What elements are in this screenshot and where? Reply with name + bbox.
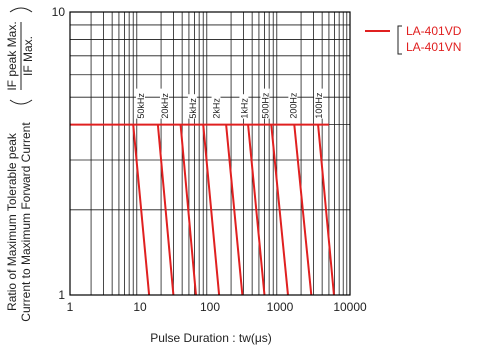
legend-item-la-401vd: LA-401VD [406, 24, 462, 38]
x-tick-label: 1 [67, 300, 74, 314]
grid [70, 12, 350, 295]
frequency-label-bg [136, 88, 145, 119]
frequency-label: 500Hz [260, 92, 270, 119]
series-curve-100hz [317, 124, 335, 296]
series-curve-200hz [293, 124, 313, 296]
x-tick-label: 10000 [333, 300, 367, 314]
series-curve-5khz [202, 124, 221, 296]
y-axis-label-line1: Ratio of Maximum Tolerable peak [5, 132, 19, 311]
frequency-label: 1kHz [239, 98, 249, 119]
y-axis-fraction-denominator: IF Max. [21, 36, 35, 76]
frequency-label-bg [260, 88, 270, 119]
tick-labels: 1 10 100 1000 10000 1 10 [52, 5, 367, 314]
series-curves [70, 123, 335, 296]
series-curve-50khz [132, 124, 151, 296]
frequency-label-bg [239, 94, 249, 119]
frequency-label: 100Hz [314, 92, 324, 119]
x-axis-label: Pulse Duration : tw(μs) [150, 331, 272, 345]
series-curve-1khz [247, 124, 266, 296]
legend-item-la-401vn: LA-401VN [406, 40, 461, 54]
frequency-label: 20kHz [160, 93, 170, 119]
series-curve-10khz [179, 124, 197, 296]
frequency-label: 5kHz [188, 98, 198, 119]
frequency-label-bg [159, 88, 169, 119]
legend: LA-401VD LA-401VN [365, 24, 462, 55]
frequency-label-bg [211, 94, 221, 119]
legend-bracket [397, 25, 402, 55]
plot-frame [69, 11, 351, 296]
y-axis-paren-close [9, 7, 33, 13]
frequency-label-bg [314, 88, 324, 119]
frequency-label: 50kHz [136, 93, 146, 119]
frequency-label-bg [187, 94, 197, 119]
series-curve-2khz [225, 124, 244, 296]
y-axis-label-line2: Current to Maximum Forward Current [19, 122, 33, 322]
y-axis-fraction-numerator: IF peak Max. [5, 21, 19, 90]
x-tick-label: 1000 [267, 300, 294, 314]
x-tick-label: 10 [133, 300, 147, 314]
frequency-labels: 50kHz 20kHz 5kHz 2kHz 1kHz 500Hz 200Hz 100Hz [136, 88, 324, 119]
frequency-label-bg [288, 88, 298, 119]
y-tick-label: 10 [52, 5, 66, 19]
y-axis-paren-open [9, 99, 33, 105]
frequency-label: 200Hz [288, 92, 298, 119]
x-tick-label: 100 [200, 300, 220, 314]
frequency-label: 2kHz [212, 98, 222, 119]
y-tick-label: 1 [58, 288, 65, 302]
y-axis-label-group: Ratio of Maximum Tolerable peak Current … [5, 7, 35, 322]
series-curve-500hz [270, 124, 289, 296]
series-curve-20khz [156, 124, 175, 296]
